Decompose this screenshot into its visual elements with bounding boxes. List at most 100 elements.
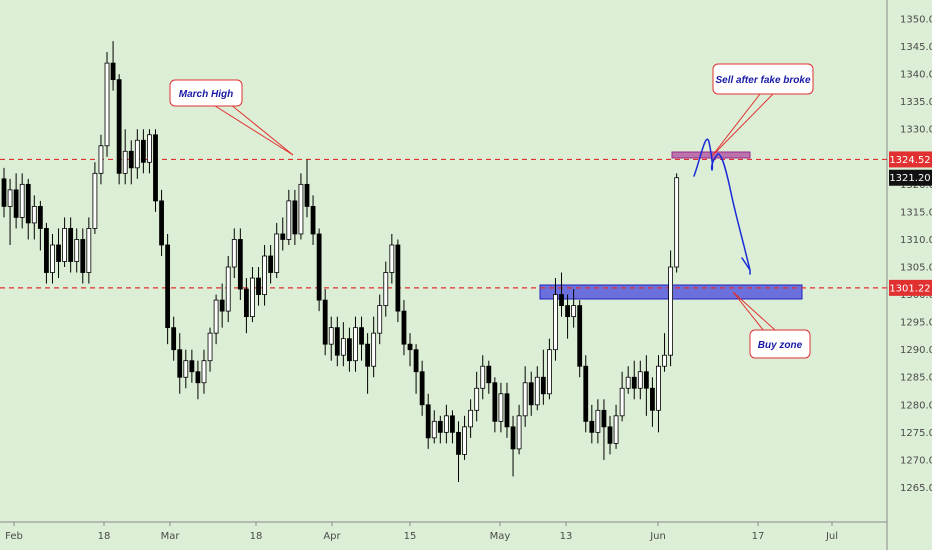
candle-down[interactable] <box>395 244 401 312</box>
candle-down[interactable] <box>80 239 86 273</box>
candle-down[interactable] <box>256 277 261 295</box>
candle-down[interactable] <box>583 365 589 422</box>
candle-up[interactable] <box>231 239 237 268</box>
candle-down[interactable] <box>589 420 595 433</box>
candle-up[interactable] <box>134 139 140 169</box>
candle-up[interactable] <box>625 376 631 389</box>
candle-down[interactable] <box>643 371 649 389</box>
candle-down[interactable] <box>504 393 510 428</box>
candle-down[interactable] <box>13 189 19 218</box>
candle-down[interactable] <box>268 255 274 273</box>
candle-up[interactable] <box>662 354 667 367</box>
candle-up[interactable] <box>468 409 474 428</box>
candle-up[interactable] <box>668 266 673 356</box>
candle-down[interactable] <box>565 305 570 318</box>
candle-down[interactable] <box>177 349 183 378</box>
candle-down[interactable] <box>56 244 61 262</box>
candle-up[interactable] <box>462 426 467 455</box>
candle-up[interactable] <box>656 365 661 411</box>
candle-up[interactable] <box>286 200 292 240</box>
candle-down[interactable] <box>365 343 371 367</box>
candle-up[interactable] <box>498 393 504 422</box>
candle-up[interactable] <box>389 244 395 273</box>
candle-up[interactable] <box>431 420 437 439</box>
candle-down[interactable] <box>171 327 177 351</box>
candle-up[interactable] <box>207 332 213 362</box>
candle-down[interactable] <box>650 387 655 411</box>
price-axis[interactable] <box>887 0 932 550</box>
candle-down[interactable] <box>153 134 158 202</box>
candle-up[interactable] <box>250 277 255 318</box>
candle-up[interactable] <box>480 365 486 389</box>
candle-up[interactable] <box>522 382 528 417</box>
sell-note-callout[interactable] <box>712 63 814 95</box>
candle-down[interactable] <box>407 343 413 351</box>
candle-up[interactable] <box>571 305 577 318</box>
candle-up[interactable] <box>7 189 13 207</box>
candle-up[interactable] <box>86 228 92 273</box>
candle-up[interactable] <box>98 145 104 174</box>
candle-up[interactable] <box>147 134 152 163</box>
candle-down[interactable] <box>280 233 286 240</box>
candle-up[interactable] <box>637 371 643 389</box>
candle-down[interactable] <box>25 183 31 224</box>
candle-up[interactable] <box>328 327 334 345</box>
candle-down[interactable] <box>528 382 534 406</box>
candle-down[interactable] <box>128 150 134 169</box>
candle-down[interactable] <box>316 233 322 301</box>
candle-up[interactable] <box>443 415 449 433</box>
candle-down[interactable] <box>68 228 74 262</box>
candle-down[interactable] <box>165 244 171 329</box>
candle-up[interactable] <box>104 62 110 147</box>
candle-down[interactable] <box>334 327 340 356</box>
candle-down[interactable] <box>492 382 498 422</box>
candle-down[interactable] <box>450 415 455 433</box>
candle-down[interactable] <box>419 371 425 406</box>
candle-up[interactable] <box>534 376 540 406</box>
buy-zone-callout[interactable] <box>749 329 811 359</box>
candle-up[interactable] <box>674 177 680 268</box>
candle-down[interactable] <box>37 205 43 229</box>
candle-up[interactable] <box>262 255 267 295</box>
candle-up[interactable] <box>613 415 619 444</box>
candle-down[interactable] <box>540 376 546 395</box>
candle-up[interactable] <box>92 172 98 229</box>
candle-down[interactable] <box>413 349 419 373</box>
candle-up[interactable] <box>183 360 189 378</box>
candle-up[interactable] <box>553 294 558 351</box>
candle-up[interactable] <box>377 305 383 334</box>
candle-down[interactable] <box>116 79 122 174</box>
candle-down[interactable] <box>243 288 249 318</box>
candle-down[interactable] <box>486 365 492 384</box>
projection-path-drawing[interactable] <box>693 138 751 275</box>
candle-up[interactable] <box>298 183 304 235</box>
candle-down[interactable] <box>607 426 613 444</box>
candle-down[interactable] <box>310 205 316 235</box>
candle-down[interactable] <box>1 178 7 207</box>
candle-down[interactable] <box>559 294 564 307</box>
candle-up[interactable] <box>274 233 280 273</box>
candle-up[interactable] <box>516 415 522 450</box>
candle-down[interactable] <box>44 228 49 273</box>
candle-down[interactable] <box>322 299 328 345</box>
candle-up[interactable] <box>201 360 207 384</box>
candle-up[interactable] <box>340 338 346 356</box>
march-high-callout[interactable] <box>169 79 243 107</box>
candle-up[interactable] <box>371 332 377 367</box>
candle-up[interactable] <box>383 272 389 306</box>
candle-down[interactable] <box>601 409 607 428</box>
candle-up[interactable] <box>62 228 67 262</box>
candle-up[interactable] <box>547 349 552 395</box>
candle-up[interactable] <box>122 150 128 174</box>
candle-down[interactable] <box>425 404 431 439</box>
candle-down[interactable] <box>195 371 201 384</box>
candle-down[interactable] <box>510 426 516 450</box>
candle-up[interactable] <box>74 239 80 262</box>
candle-down[interactable] <box>159 200 164 246</box>
candle-down[interactable] <box>110 62 116 81</box>
candle-down[interactable] <box>456 431 461 455</box>
candle-down[interactable] <box>347 338 352 362</box>
candle-down[interactable] <box>359 327 364 345</box>
candle-down[interactable] <box>237 239 243 290</box>
candle-up[interactable] <box>213 299 219 334</box>
